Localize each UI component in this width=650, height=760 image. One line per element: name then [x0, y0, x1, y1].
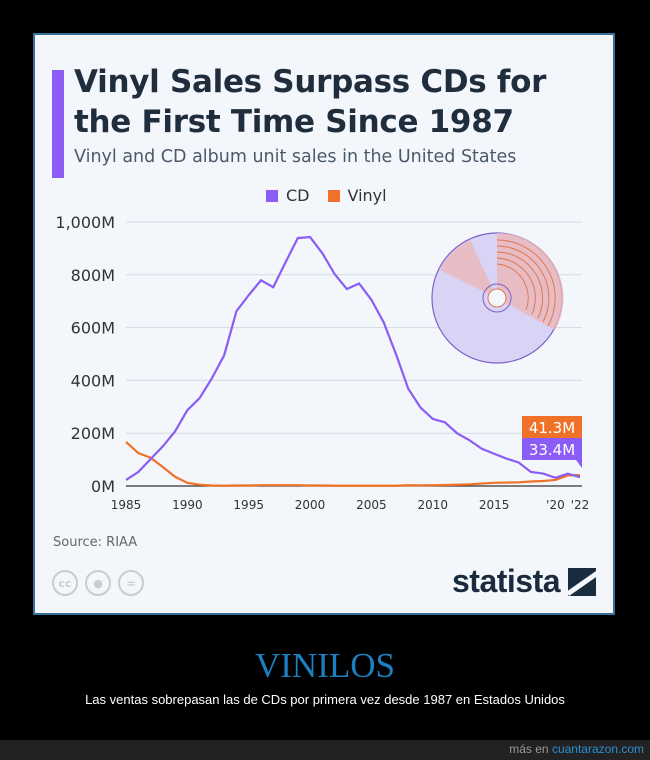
statista-logo-icon	[568, 567, 597, 596]
y-tick-label: 200M	[71, 424, 115, 443]
x-tick-label: '20	[546, 498, 565, 512]
x-tick-label: 2010	[417, 498, 448, 512]
legend-swatch-cd	[266, 190, 278, 202]
chart-subtitle: Vinyl and CD album unit sales in the Uni…	[74, 147, 517, 167]
line-chart: 0M 200M 400M 600M 800M 1,000M 1985 1990 1995 2000…	[55, 213, 590, 512]
annotation-label-vinyl: 41.3M	[529, 419, 575, 437]
chart-title: Vinyl Sales Surpass CDs for the First Ti…	[74, 64, 547, 140]
annotation-cd: 33.4M	[522, 438, 582, 468]
vinyl-record-illustration	[431, 232, 564, 364]
x-tick-label: 1990	[172, 498, 203, 512]
series-line-cd	[125, 235, 581, 481]
legend-swatch-vinyl	[327, 190, 340, 202]
license-icons: cc ● =	[52, 570, 144, 596]
annotation-vinyl: 41.3M	[522, 416, 582, 438]
attribution-icon: ●	[85, 570, 111, 596]
annotation-label-cd: 33.4M	[529, 441, 575, 459]
footer-prefix: más en	[509, 742, 549, 756]
x-tick-label: 2015	[479, 498, 510, 512]
caption-title: VINILOS	[255, 646, 395, 685]
source-note: Source: RIAA	[53, 535, 138, 550]
y-tick-label: 1,000M	[55, 213, 115, 232]
y-tick-label: 800M	[71, 266, 115, 285]
x-tick-label: 2000	[295, 498, 326, 512]
legend-label-vinyl: Vinyl	[347, 186, 387, 205]
caption-text: Las ventas sobrepasan las de CDs por pri…	[85, 692, 565, 707]
y-tick-label: 0M	[91, 477, 115, 496]
footer-bar: más en cuantarazon.com	[0, 740, 650, 760]
title-accent-bar	[52, 70, 64, 178]
series-line-vinyl	[125, 441, 581, 487]
statista-wordmark: statista	[452, 563, 561, 599]
y-tick-label: 400M	[71, 371, 115, 390]
y-tick-label: 600M	[71, 319, 115, 338]
x-tick-label: 1985	[111, 498, 142, 512]
site-link[interactable]: cuantarazon.com	[551, 742, 644, 756]
x-tick-label: '22	[571, 498, 590, 512]
legend-item-vinyl: Vinyl	[327, 186, 387, 205]
statista-logo: statista	[452, 563, 597, 600]
legend: CD Vinyl	[266, 186, 387, 205]
no-derivatives-icon: =	[118, 570, 144, 596]
legend-label-cd: CD	[286, 186, 310, 205]
legend-item-cd: CD	[266, 186, 310, 205]
creative-commons-icon: cc	[52, 570, 78, 596]
x-tick-label: 2005	[356, 498, 387, 512]
x-tick-label: 1995	[233, 498, 264, 512]
footer-more: más en cuantarazon.com	[509, 742, 644, 756]
